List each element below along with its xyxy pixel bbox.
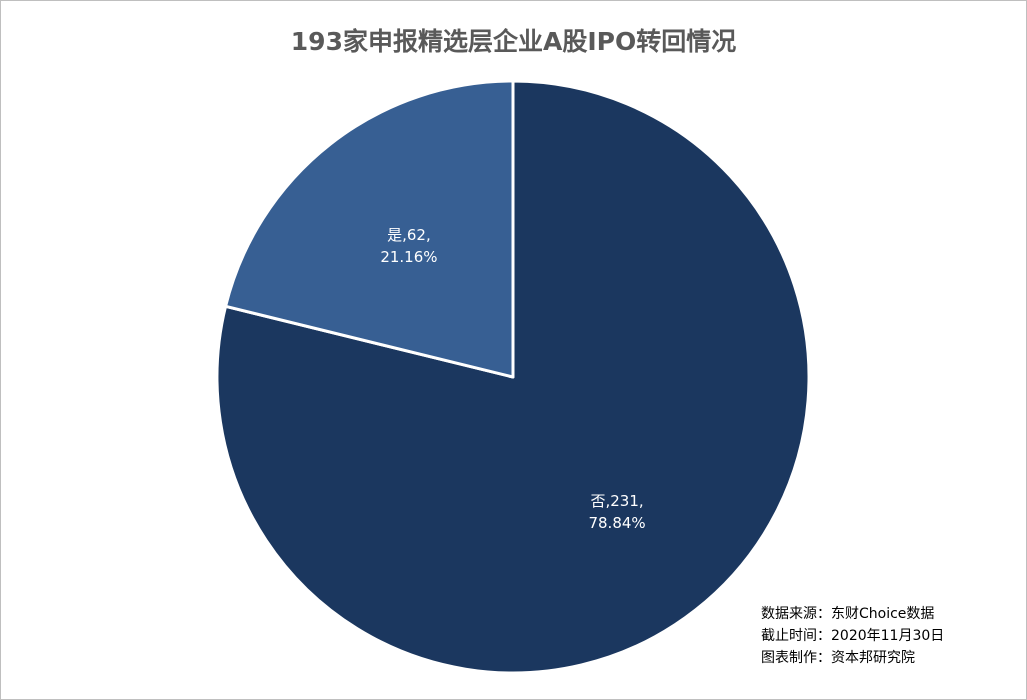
- chart-title: 193家申报精选层企业A股IPO转回情况: [290, 27, 737, 56]
- source-note: 数据来源：东财Choice数据: [761, 606, 935, 622]
- slice-label-line2: 21.16%: [380, 248, 437, 266]
- cutoff-note: 截止时间：2020年11月30日: [761, 628, 945, 644]
- slice-label-1: 否,231, 78.84%: [588, 492, 645, 532]
- pie-slice-1: [215, 79, 811, 675]
- slice-label-line2: 78.84%: [588, 514, 645, 532]
- slice-label-line1: 否,231,: [590, 492, 643, 510]
- author-note: 图表制作：资本邦研究院: [761, 650, 915, 666]
- slice-label-2: 是,62, 21.16%: [380, 226, 437, 266]
- chart-notes: 数据来源：东财Choice数据 截止时间：2020年11月30日 图表制作：资本…: [761, 603, 944, 669]
- pie-slice-2: [224, 79, 515, 379]
- slice-label-line1: 是,62,: [387, 226, 431, 244]
